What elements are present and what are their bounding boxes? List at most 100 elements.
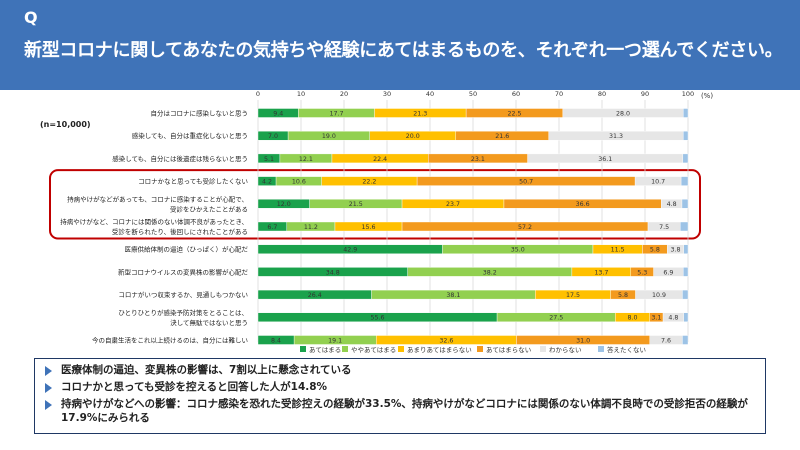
legend-label: 答えたくない bbox=[607, 345, 646, 354]
data-label: 22.4 bbox=[373, 156, 387, 163]
data-label: 10.6 bbox=[292, 179, 306, 186]
finding-text: コロナかと思っても受診を控えると回答した人が14.8% bbox=[61, 381, 328, 393]
category-label: 受診をひかえたことがある bbox=[170, 204, 248, 213]
x-tick-label: 50 bbox=[469, 90, 477, 98]
data-label: 3.8 bbox=[671, 247, 681, 254]
data-label: 10.7 bbox=[651, 179, 665, 186]
data-label: 11.5 bbox=[611, 247, 625, 254]
question-text: 新型コロナに関してあなたの気持ちや経験にあてはまるものを、それぞれ一つ選んでくだ… bbox=[24, 40, 783, 61]
data-label: 31.3 bbox=[609, 133, 623, 140]
x-tick-label: 30 bbox=[383, 90, 391, 98]
bar-segment bbox=[682, 289, 689, 300]
data-label: 57.2 bbox=[518, 224, 532, 231]
bar-segment bbox=[680, 176, 689, 186]
data-label: 7.0 bbox=[268, 133, 278, 140]
data-label: 8.4 bbox=[271, 337, 281, 344]
x-tick-label: 0 bbox=[256, 90, 260, 98]
data-label: 6.9 bbox=[663, 269, 673, 276]
data-label: 3.1 bbox=[651, 315, 661, 322]
category-label: 持病やけがなどがあっても、コロナに感染することが心配で、 bbox=[67, 194, 248, 203]
bar-segment bbox=[680, 221, 689, 232]
data-label: 27.5 bbox=[549, 315, 563, 322]
data-label: 22.5 bbox=[507, 110, 521, 117]
data-label: 11.2 bbox=[304, 224, 318, 231]
legend-label: あてはまる bbox=[309, 346, 341, 354]
data-label: 21.5 bbox=[349, 201, 363, 208]
x-tick-label: 60 bbox=[512, 90, 520, 98]
x-tick-label: 80 bbox=[598, 90, 606, 98]
finding-text: 持病やけがなどへの影響：コロナ感染を恐れた受診控えの経験が33.5%、持病やけが… bbox=[61, 398, 748, 424]
x-tick-label: 10 bbox=[297, 90, 305, 98]
sample-size: (n=10,000) bbox=[40, 120, 91, 129]
category-label: 受診を断られたり、後回しにされたことがある bbox=[112, 227, 248, 236]
diamond-bullet-icon bbox=[45, 366, 52, 376]
data-label: 8.0 bbox=[628, 315, 638, 322]
data-label: 5.1 bbox=[264, 156, 274, 163]
bar-segment bbox=[683, 267, 689, 277]
category-label: コロナがいつ収束するか、見通しもつかない bbox=[118, 290, 248, 299]
x-tick-label: 20 bbox=[340, 90, 348, 98]
bar-segment bbox=[682, 153, 689, 164]
data-label: 4.8 bbox=[667, 201, 677, 208]
data-label: 4.2 bbox=[262, 179, 272, 186]
x-tick-label: 40 bbox=[426, 90, 434, 98]
category-label: ひとりひとりが感染予防対策をとることは、 bbox=[118, 308, 248, 317]
bar-segment bbox=[682, 335, 689, 345]
question-mark: Q bbox=[24, 8, 38, 27]
x-tick-label: 70 bbox=[555, 90, 563, 98]
data-label: 17.5 bbox=[566, 292, 580, 299]
x-unit-label: (%) bbox=[701, 92, 713, 100]
legend-label: あまりあてはまらない bbox=[407, 346, 472, 354]
legend-label: あてはまらない bbox=[486, 346, 531, 354]
category-label: 感染しても、自分には後遺症は残らないと思う bbox=[112, 154, 248, 163]
legend-swatch bbox=[598, 346, 604, 352]
finding-item: コロナかと思っても受診を控えると回答した人が14.8% bbox=[45, 380, 327, 394]
data-label: 38.1 bbox=[446, 292, 460, 299]
data-label: 32.6 bbox=[439, 337, 453, 344]
data-label: 21.3 bbox=[413, 110, 427, 117]
data-label: 23.1 bbox=[471, 156, 485, 163]
finding-item: 持病やけがなどへの影響：コロナ感染を恐れた受診控えの経験が33.5%、持病やけが… bbox=[45, 397, 757, 425]
legend-swatch bbox=[540, 346, 546, 352]
data-label: 26.4 bbox=[308, 292, 322, 299]
legend-label: ややあてはまる bbox=[351, 346, 396, 354]
data-label: 34.8 bbox=[326, 269, 340, 276]
category-label: 今の自粛生活をこれ以上続けるのは、自分には難しい bbox=[92, 336, 248, 345]
data-label: 5.8 bbox=[618, 292, 628, 299]
stacked-bar-chart: 0 10 20 30 40 50 60 70 80 90 100 (%) 自分はコロナに感染しないと思う… bbox=[49, 90, 713, 354]
data-label: 9.4 bbox=[273, 110, 283, 117]
finding-item: 医療体制の逼迫、変異株の影響は、7割以上に懸念されている bbox=[45, 363, 352, 377]
data-label: 4.8 bbox=[668, 315, 678, 322]
category-label: 自分はコロナに感染しないと思う bbox=[151, 109, 249, 118]
data-label: 21.6 bbox=[495, 133, 509, 140]
category-label: コロナかなと思っても受診したくない bbox=[138, 177, 248, 186]
data-label: 36.6 bbox=[576, 201, 590, 208]
data-label: 5.8 bbox=[650, 247, 660, 254]
data-label: 50.7 bbox=[519, 179, 533, 186]
category-label: 持病やけがなど、コロナには関係のない体調不良があったとき、 bbox=[60, 217, 248, 226]
legend-swatch bbox=[477, 346, 483, 352]
category-label: 医療供給体制の逼迫（ひっぱく）が心配だ bbox=[125, 245, 249, 254]
data-label: 19.0 bbox=[322, 133, 336, 140]
x-tick-label: 100 bbox=[682, 90, 694, 98]
highlight-frame bbox=[49, 169, 701, 240]
legend-swatch bbox=[398, 346, 404, 352]
data-label: 7.5 bbox=[659, 224, 669, 231]
finding-text: 医療体制の逼迫、変異株の影響は、7割以上に懸念されている bbox=[61, 364, 352, 376]
bar-segment bbox=[683, 244, 689, 254]
legend-label: わからない bbox=[549, 346, 582, 354]
findings-box: 医療体制の逼迫、変異株の影響は、7割以上に懸念されている コロナかと思っても受診… bbox=[34, 358, 766, 434]
data-label: 20.0 bbox=[406, 133, 420, 140]
data-label: 7.6 bbox=[661, 337, 671, 344]
diamond-bullet-icon bbox=[45, 400, 52, 410]
data-label: 42.9 bbox=[343, 247, 357, 254]
bar-segment bbox=[683, 131, 689, 141]
diamond-bullet-icon bbox=[45, 383, 52, 393]
data-label: 10.9 bbox=[652, 292, 666, 299]
data-label: 23.7 bbox=[446, 201, 460, 208]
legend-swatch bbox=[342, 346, 348, 352]
bar-segment bbox=[681, 199, 689, 209]
data-label: 15.6 bbox=[361, 224, 375, 231]
data-label: 19.1 bbox=[328, 337, 342, 344]
data-label: 6.7 bbox=[267, 224, 277, 231]
